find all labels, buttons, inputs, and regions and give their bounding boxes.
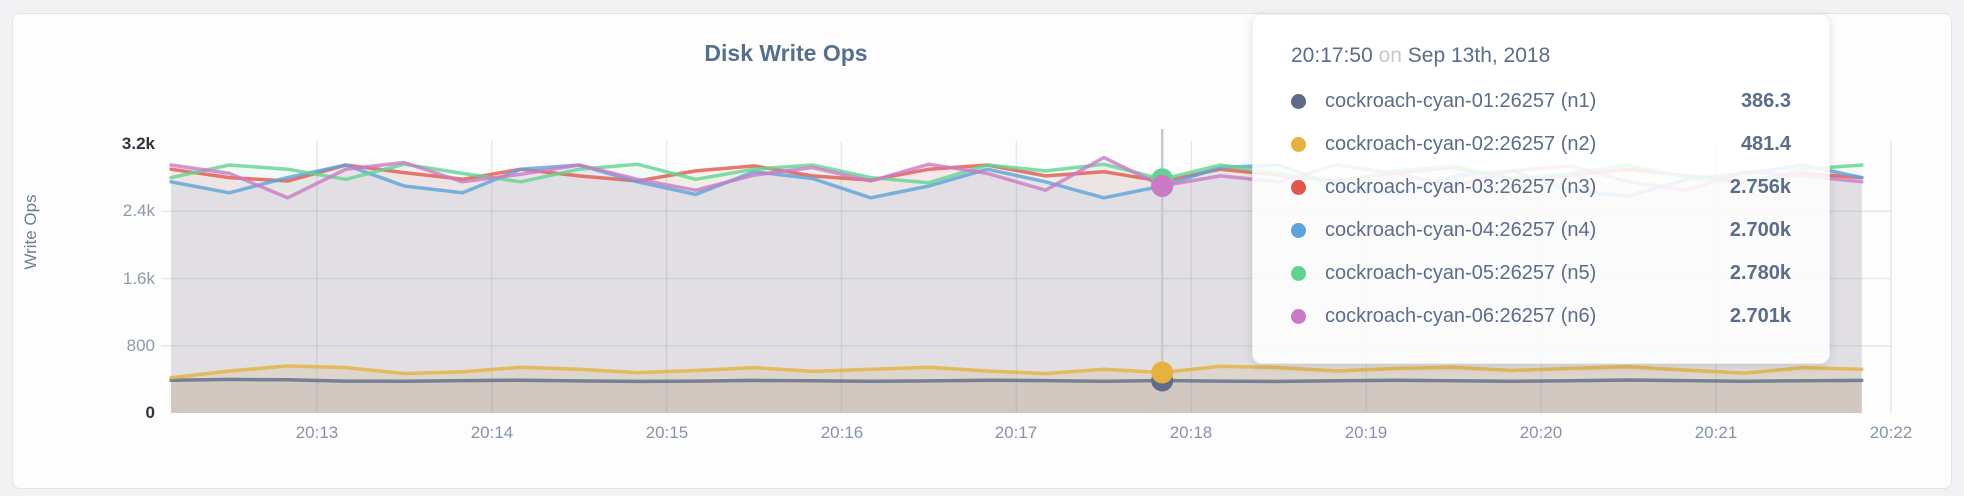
tooltip-series-value: 386.3: [1740, 90, 1791, 112]
tooltip-series-name: cockroach-cyan-02:26257 (n2): [1325, 133, 1597, 155]
y-tick-label: 800: [126, 336, 155, 355]
tooltip-series-dot-n4: [1291, 223, 1306, 238]
y-tick-label: 3.2k: [121, 134, 155, 153]
x-tick-label: 20:22: [1869, 423, 1913, 442]
x-tick-label: 20:15: [645, 423, 689, 442]
tooltip-series-name: cockroach-cyan-05:26257 (n5): [1325, 262, 1597, 284]
x-tick-label: 20:17: [994, 423, 1038, 442]
tooltip-series-value: 2.780k: [1729, 262, 1791, 284]
tooltip-series-name: cockroach-cyan-06:26257 (n6): [1325, 305, 1597, 327]
tooltip-series-value: 2.756k: [1729, 176, 1791, 198]
tooltip-row: cockroach-cyan-05:26257 (n5) 2.780k: [1291, 252, 1791, 295]
x-tick-label: 20:13: [295, 423, 339, 442]
tooltip-rows: cockroach-cyan-01:26257 (n1) 386.3 cockroa…: [1291, 80, 1791, 338]
tooltip-series-dot-n5: [1291, 266, 1306, 281]
hover-dot-n6: [1151, 174, 1174, 197]
tooltip-header: 20:17:50 on Sep 13th, 2018: [1291, 41, 1791, 71]
tooltip-time: 20:17:50: [1291, 44, 1373, 67]
tooltip-series-value: 2.700k: [1729, 219, 1791, 241]
tooltip-series-dot-n3: [1291, 180, 1306, 195]
tooltip-series-name: cockroach-cyan-03:26257 (n3): [1325, 176, 1597, 198]
tooltip-series-name: cockroach-cyan-01:26257 (n1): [1325, 90, 1597, 112]
x-tick-label: 20:16: [820, 423, 864, 442]
hover-tooltip: 20:17:50 on Sep 13th, 2018 cockroach-cya…: [1252, 14, 1830, 364]
tooltip-series-name: cockroach-cyan-04:26257 (n4): [1325, 219, 1597, 241]
series-line-n2: [169, 364, 1864, 380]
x-tick-label: 20:18: [1169, 423, 1213, 442]
tooltip-row: cockroach-cyan-02:26257 (n2) 481.4: [1291, 123, 1791, 166]
tooltip-series-dot-n2: [1291, 137, 1306, 152]
tooltip-row: cockroach-cyan-01:26257 (n1) 386.3: [1291, 80, 1791, 123]
tooltip-series-dot-n1: [1291, 94, 1306, 109]
chart-title: Disk Write Ops: [704, 40, 868, 66]
tooltip-row: cockroach-cyan-03:26257 (n3) 2.756k: [1291, 166, 1791, 209]
x-tick-label: 20:20: [1519, 423, 1563, 442]
y-tick-label: 0: [145, 403, 155, 422]
tooltip-series-dot-n6: [1291, 309, 1306, 324]
x-tick-label: 20:19: [1344, 423, 1388, 442]
tooltip-series-value: 481.4: [1740, 133, 1791, 155]
tooltip-on-word: on: [1378, 44, 1402, 67]
hover-dot-n2: [1151, 361, 1174, 384]
chart-card: Disk Write Ops Write Ops 0 800 1.6k 2.4k 3.2…: [12, 13, 1952, 489]
tooltip-row: cockroach-cyan-04:26257 (n4) 2.700k: [1291, 209, 1791, 252]
y-tick-label: 1.6k: [122, 269, 155, 288]
y-tick-label: 2.4k: [122, 201, 155, 220]
x-tick-label: 20:14: [470, 423, 514, 442]
tooltip-date: Sep 13th, 2018: [1407, 44, 1551, 67]
tooltip-series-value: 2.701k: [1729, 305, 1791, 327]
x-tick-label: 20:21: [1694, 423, 1738, 442]
series-area-n1: [171, 379, 1862, 413]
tooltip-row: cockroach-cyan-06:26257 (n6) 2.701k: [1291, 295, 1791, 338]
series-area-n2: [171, 365, 1862, 413]
series-line-n1: [169, 377, 1864, 384]
